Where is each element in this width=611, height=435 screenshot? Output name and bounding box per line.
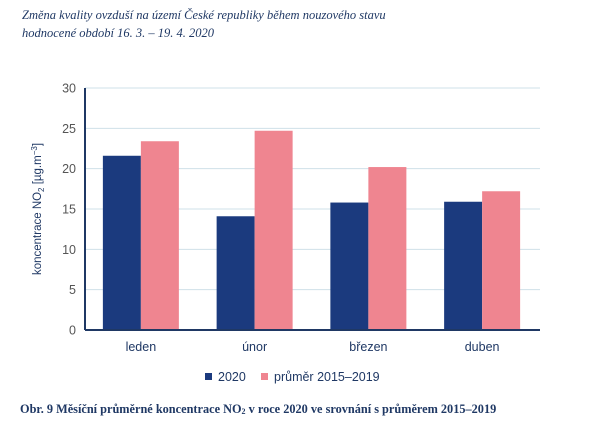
y-tick-label: 5 [69,283,76,297]
bar-2020-březen [330,202,369,330]
y-label-main: koncentrace NO [32,192,44,275]
y-tick-label: 15 [62,203,76,217]
x-tick-labels: leden únor březen duben [126,340,500,354]
legend-swatch-2020 [205,373,212,380]
bar-2020-duben [444,201,483,330]
header-title-line1: Změna kvality ovzduší na území České rep… [22,8,386,22]
legend-swatch-avg [261,373,268,380]
bar-avg-únor [254,130,293,330]
bar-2020-leden [102,155,141,330]
y-tick-labels: 0 5 10 15 20 25 30 [62,82,76,338]
legend: 2020 průměr 2015–2019 [205,370,380,384]
y-tick-label: 30 [62,82,76,96]
bar-2020-únor [216,216,255,330]
y-tick-label: 0 [69,324,76,338]
x-tick-label: únor [242,340,267,354]
bar-avg-duben [482,191,521,330]
header-title-line2: hodnocené období 16. 3. – 19. 4. 2020 [22,26,214,40]
chart-header: Změna kvality ovzduší na území České rep… [22,6,386,42]
bar-chart: 0 5 10 15 20 25 30 leden únor březen duben koncen… [30,82,540,384]
bars [102,130,521,330]
y-label-end: ] [32,143,44,146]
y-label-sup: −3 [30,146,39,156]
y-label-mid: [µg.m [32,155,44,187]
bar-avg-leden [140,141,179,330]
y-tick-label: 20 [62,162,76,176]
x-tick-label: březen [349,340,387,354]
y-tick-label: 10 [62,243,76,257]
y-tick-label: 25 [62,122,76,136]
y-label-sub: 2 [37,187,46,192]
legend-label-2020: 2020 [218,370,246,384]
caption-suffix: v roce 2020 ve srovnání s průměrem 2015–… [245,402,497,416]
x-tick-label: duben [465,340,500,354]
y-axis-label: koncentrace NO2 [µg.m−3] [30,143,46,275]
x-tick-label: leden [126,340,157,354]
bar-avg-březen [368,167,407,330]
caption-prefix: Obr. 9 Měsíční průměrné koncentrace NO [20,402,242,416]
caption-sub: 2 [241,407,246,416]
legend-label-avg: průměr 2015–2019 [274,370,380,384]
figure-caption: Obr. 9 Měsíční průměrné koncentrace NO2 … [20,402,496,417]
